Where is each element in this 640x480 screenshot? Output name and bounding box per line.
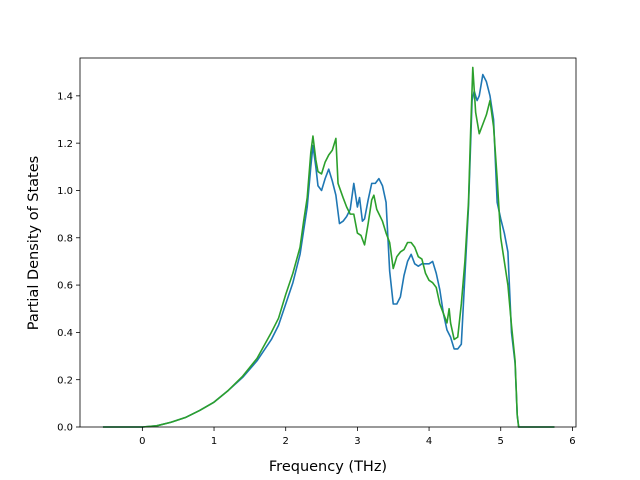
- plot-lines: [102, 66, 555, 428]
- x-axis-ticks: 0 1 2 3 4 5 6: [139, 427, 576, 447]
- y-tick-label: 0.6: [57, 281, 73, 292]
- y-tick-label: 1.2: [57, 139, 73, 150]
- series-line-2: [102, 66, 555, 428]
- y-axis-label: Partial Density of States: [26, 156, 42, 330]
- y-tick-label: 0.8: [57, 233, 73, 244]
- x-tick-label: 4: [426, 436, 432, 447]
- x-tick-label: 5: [498, 436, 504, 447]
- x-tick-label: 3: [354, 436, 360, 447]
- x-tick-label: 0: [139, 436, 145, 447]
- x-tick-label: 1: [211, 436, 217, 447]
- series-line-1: [102, 73, 555, 428]
- x-tick-label: 2: [283, 436, 289, 447]
- x-tick-label: 6: [569, 436, 575, 447]
- plot-frame: [79, 57, 577, 428]
- y-tick-label: 0.4: [57, 328, 73, 339]
- x-axis-label: Frequency (THz): [269, 459, 387, 475]
- y-tick-label: 0.2: [57, 375, 73, 386]
- y-axis-ticks: 0.0 0.2 0.4 0.6 0.8 1.0 1.2 1.4: [57, 91, 80, 434]
- y-tick-label: 0.0: [57, 423, 73, 434]
- y-tick-label: 1.4: [57, 91, 73, 102]
- y-tick-label: 1.0: [57, 186, 73, 197]
